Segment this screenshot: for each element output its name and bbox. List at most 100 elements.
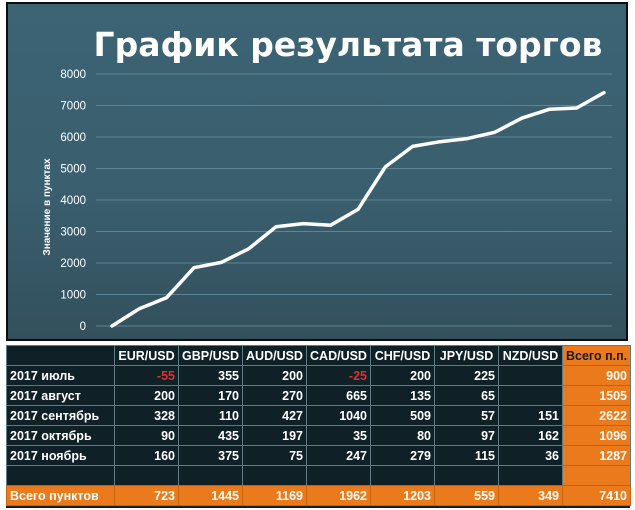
data-point <box>356 208 360 211</box>
column-header[interactable]: Всего п.п. <box>562 345 631 366</box>
table-cell[interactable]: 115 <box>434 445 499 466</box>
table-cell[interactable]: 328 <box>114 405 179 426</box>
table-cell[interactable] <box>498 385 563 406</box>
table-row: 2017 октябрь 90 435 197 35 80 97 162 1096 <box>6 425 631 446</box>
table-cell[interactable]: 151 <box>498 405 563 426</box>
table-cell[interactable] <box>114 465 179 486</box>
total-cell[interactable]: 1445 <box>178 485 243 506</box>
data-point <box>302 222 305 225</box>
row-label[interactable]: 2017 октябрь <box>6 425 115 446</box>
table-cell[interactable]: 200 <box>370 365 435 386</box>
table-cell[interactable]: 355 <box>178 365 243 386</box>
y-tick-label: 1000 <box>60 290 86 302</box>
column-header[interactable]: EUR/USD <box>114 345 179 366</box>
table-cell[interactable] <box>562 465 631 486</box>
chart-title: График результата торгов <box>94 25 603 64</box>
table-cell[interactable]: 36 <box>498 445 563 466</box>
table-cell[interactable] <box>370 465 435 486</box>
table-cell[interactable]: 665 <box>306 385 371 406</box>
column-header[interactable]: AUD/USD <box>242 345 307 366</box>
table-cell[interactable]: 270 <box>242 385 307 406</box>
table-cell[interactable]: 427 <box>242 405 307 426</box>
table-cell[interactable]: 160 <box>114 445 179 466</box>
table-cell[interactable] <box>434 465 499 486</box>
data-point <box>466 137 469 140</box>
column-header[interactable]: NZD/USD <box>498 345 563 366</box>
row-label[interactable]: 2017 ноябрь <box>6 445 115 466</box>
data-point <box>165 296 168 299</box>
total-cell[interactable]: 723 <box>114 485 179 506</box>
total-cell[interactable]: 559 <box>434 485 499 506</box>
total-row: Всего пунктов 723 1445 1169 1962 1203 559 349 74… <box>6 485 631 506</box>
table-cell[interactable]: 225 <box>434 365 499 386</box>
table-cell[interactable] <box>242 465 307 486</box>
table-cell[interactable]: 279 <box>370 445 435 466</box>
table-cell[interactable] <box>498 465 563 486</box>
results-table-container: EUR/USD GBP/USD AUD/USD CAD/USD CHF/USD JPY/U… <box>6 345 631 508</box>
table-cell[interactable]: 375 <box>178 445 243 466</box>
row-label[interactable]: 2017 август <box>6 385 115 406</box>
table-cell[interactable]: 65 <box>434 385 499 406</box>
table-cell[interactable] <box>498 365 563 386</box>
data-point <box>548 108 551 111</box>
table-cell[interactable]: 200 <box>114 385 179 406</box>
y-axis-label: Значение в пунктах <box>42 158 53 256</box>
table-cell[interactable]: 1287 <box>562 445 631 466</box>
table-cell[interactable]: 509 <box>370 405 435 426</box>
column-header[interactable]: GBP/USD <box>178 345 243 366</box>
chart-panel: График результата торгов Значение в пунк… <box>6 2 628 341</box>
row-label[interactable] <box>6 465 115 486</box>
table-cell[interactable]: 435 <box>178 425 243 446</box>
data-point <box>110 324 114 328</box>
y-tick-label: 7000 <box>60 101 86 113</box>
results-table: EUR/USD GBP/USD AUD/USD CAD/USD CHF/USD JPY/U… <box>6 345 631 506</box>
table-cell[interactable]: 75 <box>242 445 307 466</box>
data-point <box>220 261 223 264</box>
data-point <box>438 140 442 143</box>
data-point <box>384 165 387 169</box>
table-cell[interactable]: 1505 <box>562 385 631 406</box>
total-cell[interactable]: 349 <box>498 485 563 506</box>
data-point <box>575 106 578 110</box>
row-label[interactable]: 2017 сентябрь <box>6 405 115 426</box>
table-cell[interactable] <box>178 465 243 486</box>
table-cell[interactable]: 200 <box>242 365 307 386</box>
table-cell[interactable]: 110 <box>178 405 243 426</box>
table-cell[interactable]: 1040 <box>306 405 371 426</box>
table-cell[interactable]: 2622 <box>562 405 631 426</box>
total-cell[interactable]: 1962 <box>306 485 371 506</box>
table-cell[interactable]: 247 <box>306 445 371 466</box>
table-row: 2017 июль -55 355 200 -25 200 225 900 <box>6 365 631 386</box>
row-label[interactable]: 2017 июль <box>6 365 115 386</box>
total-cell[interactable]: 7410 <box>562 485 631 506</box>
data-point <box>329 224 332 227</box>
table-cell[interactable]: 90 <box>114 425 179 446</box>
data-point <box>602 91 606 94</box>
column-header[interactable] <box>6 345 115 366</box>
column-header[interactable]: CHF/USD <box>370 345 435 366</box>
column-header[interactable]: JPY/USD <box>434 345 499 366</box>
table-cell[interactable]: 162 <box>498 425 563 446</box>
total-label[interactable]: Всего пунктов <box>6 485 115 506</box>
table-cell[interactable]: 135 <box>370 385 435 406</box>
y-tick-label: 6000 <box>60 132 86 144</box>
table-cell[interactable]: 97 <box>434 425 499 446</box>
table-cell[interactable]: 80 <box>370 425 435 446</box>
y-tick-label: 8000 <box>60 69 86 81</box>
table-header-row: EUR/USD GBP/USD AUD/USD CAD/USD CHF/USD JPY/U… <box>6 345 631 366</box>
data-point <box>411 145 414 148</box>
table-cell[interactable]: -25 <box>306 365 371 386</box>
table-cell[interactable]: -55 <box>114 365 179 386</box>
table-cell[interactable]: 170 <box>178 385 243 406</box>
table-cell[interactable] <box>306 465 371 486</box>
table-cell[interactable]: 197 <box>242 425 307 446</box>
total-cell[interactable]: 1169 <box>242 485 307 506</box>
table-cell[interactable]: 900 <box>562 365 631 386</box>
table-cell[interactable]: 35 <box>306 425 371 446</box>
table-cell[interactable]: 1096 <box>562 425 631 446</box>
table-cell[interactable]: 57 <box>434 405 499 426</box>
table-row <box>6 465 631 486</box>
total-cell[interactable]: 1203 <box>370 485 435 506</box>
y-tick-label: 5000 <box>60 164 86 176</box>
column-header[interactable]: CAD/USD <box>306 345 371 366</box>
